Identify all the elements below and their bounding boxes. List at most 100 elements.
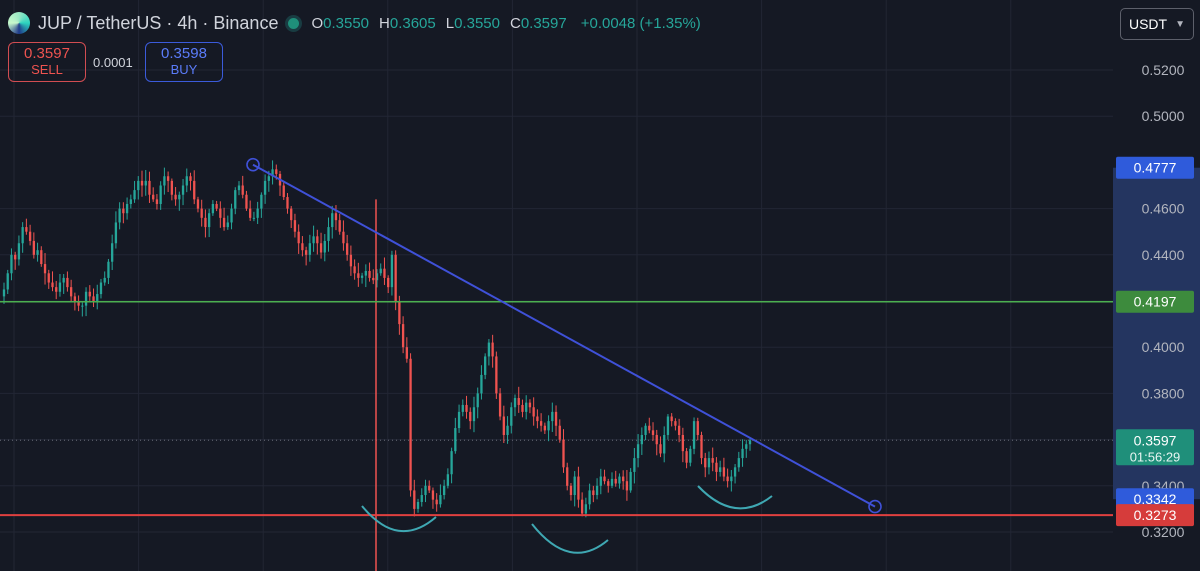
candle-body [424, 485, 427, 496]
candle-body [327, 227, 330, 241]
candle-body [707, 458, 711, 468]
candle [387, 275, 390, 294]
candle [551, 402, 554, 432]
sell-price: 0.3597 [24, 45, 70, 62]
candle [174, 187, 177, 206]
price-label-resistance: 0.4197 [1116, 290, 1194, 313]
candle-body [304, 250, 308, 255]
candle-body [700, 434, 703, 459]
high-label: H [379, 14, 390, 32]
candle-body [551, 411, 554, 422]
candle-body [163, 176, 166, 186]
candle-body [405, 347, 408, 359]
price-tick-label: 0.3200 [1142, 524, 1185, 540]
candle [401, 316, 405, 354]
candle [159, 181, 162, 210]
close-label: C [509, 14, 521, 32]
candle-body [166, 176, 170, 181]
candle-body [245, 194, 248, 209]
candle [319, 232, 323, 259]
candle-body [25, 227, 28, 232]
candle-body [633, 458, 636, 472]
candle [685, 448, 688, 469]
price-label-support-text: 0.3273 [1134, 507, 1177, 523]
price-tick-label: 0.4600 [1142, 201, 1185, 217]
sell-button[interactable]: 0.3597 SELL [8, 42, 86, 82]
candle-body [644, 425, 647, 435]
candle-body [349, 254, 353, 267]
candle [737, 451, 740, 472]
candle [66, 271, 69, 292]
candle [211, 200, 215, 216]
price-label-resistance-bg [1116, 290, 1194, 313]
candle [741, 439, 744, 467]
candle [588, 483, 591, 510]
candle [748, 437, 752, 451]
candle-body [588, 490, 591, 505]
candle [278, 170, 282, 196]
candle [178, 191, 181, 211]
candle-body [536, 416, 539, 422]
buy-button[interactable]: 0.3598 BUY [145, 42, 223, 82]
candle-body [204, 217, 207, 228]
candle [200, 199, 203, 227]
candle [304, 246, 308, 266]
candle [547, 415, 550, 442]
candle [745, 440, 748, 458]
candle-body [159, 185, 162, 204]
candle-body [539, 421, 543, 426]
candle [607, 478, 610, 493]
candle-body [43, 264, 47, 274]
candle-body [383, 268, 386, 278]
price-label-current-countdown: 01:56:29 [1130, 449, 1181, 464]
candle-body [215, 203, 218, 209]
candle-body [174, 194, 177, 200]
price-tick-label: 0.5000 [1142, 108, 1185, 124]
candle [584, 497, 588, 518]
candle [125, 197, 129, 220]
candle [420, 488, 423, 507]
candle-body [387, 277, 390, 288]
candle [629, 468, 632, 493]
price-label-current-text: 0.3597 [1134, 432, 1177, 448]
candle [368, 262, 371, 282]
currency-selector-label: USDT [1128, 16, 1168, 32]
candle [644, 423, 647, 441]
candle [189, 172, 192, 191]
candle-body [394, 254, 397, 301]
candle-body [416, 501, 420, 509]
candle-body [472, 407, 476, 422]
candle-body [17, 243, 21, 260]
currency-selector[interactable]: USDT ▼ [1120, 8, 1194, 40]
candle [107, 258, 110, 285]
candle-body [152, 194, 155, 200]
symbol-title[interactable]: JUP / TetherUS · 4h · Binance [38, 12, 279, 33]
candle [558, 419, 561, 443]
candle-body [401, 324, 405, 348]
candle [81, 302, 84, 317]
candle-body [77, 301, 80, 306]
candle [40, 246, 43, 267]
change-value: +0.0048 (+1.35%) [580, 14, 701, 32]
trendline-start-handle [246, 157, 260, 172]
candle [517, 386, 520, 413]
candle-body [580, 499, 584, 514]
candle [599, 468, 602, 495]
candle-body [663, 434, 666, 454]
price-label-high: 0.4777 [1116, 156, 1194, 179]
candle [323, 234, 326, 262]
candle [651, 422, 655, 441]
candle-body [506, 425, 509, 435]
price-label-current-bg [1116, 429, 1194, 466]
candle-body [290, 208, 293, 221]
candle-body [592, 490, 595, 496]
arc-annotation-2 [531, 523, 609, 554]
candle [592, 485, 595, 503]
candle-body [10, 254, 13, 274]
candle [700, 431, 703, 465]
candle-body [566, 467, 569, 486]
candle [484, 353, 487, 380]
candle-body [96, 294, 99, 301]
